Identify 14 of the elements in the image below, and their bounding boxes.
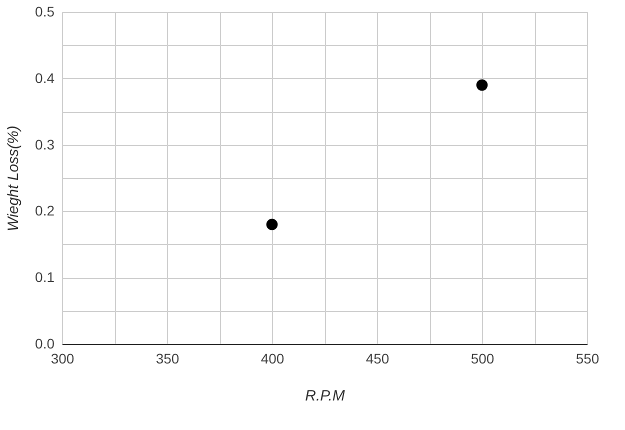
x-axis-title: R.P.M <box>305 388 346 404</box>
x-tick-label: 350 <box>156 350 180 366</box>
x-tick-label: 400 <box>260 350 284 366</box>
x-tick-label: 300 <box>50 350 74 366</box>
y-tick-label: 0.3 <box>35 136 55 152</box>
y-axis-title: Wieght Loss(%) <box>5 126 22 232</box>
y-tick-label: 0.5 <box>35 4 55 20</box>
y-tick-label: 0.2 <box>35 202 55 219</box>
x-tick-label: 500 <box>470 350 494 366</box>
y-tick-label: 0.4 <box>35 70 55 86</box>
x-tick-label: 550 <box>576 350 600 366</box>
x-tick-label: 450 <box>366 350 390 366</box>
y-tick-label: 0.1 <box>35 269 55 286</box>
y-tick-label: 0.0 <box>35 336 55 352</box>
